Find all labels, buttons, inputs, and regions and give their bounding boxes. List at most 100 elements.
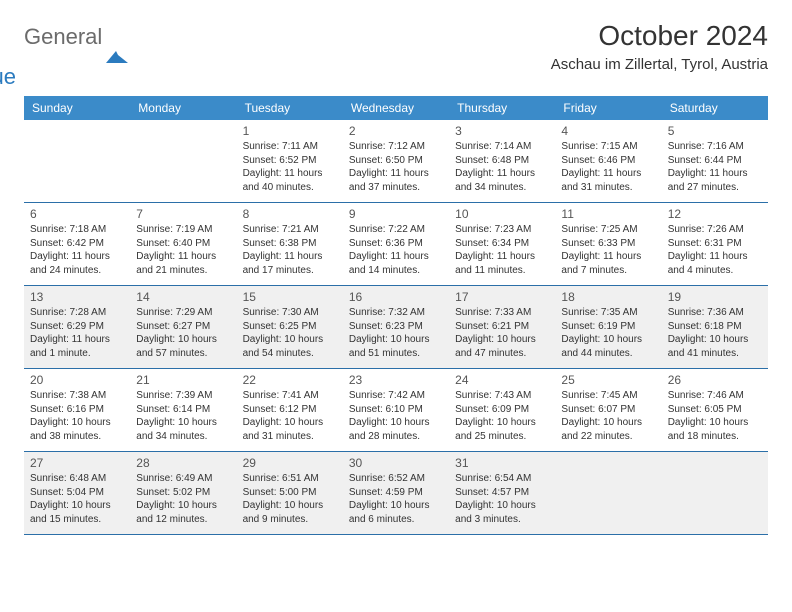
sunset-text: Sunset: 6:48 PM <box>455 154 549 168</box>
day-number: 29 <box>243 456 337 470</box>
sunset-text: Sunset: 6:09 PM <box>455 403 549 417</box>
day-number: 14 <box>136 290 230 304</box>
day-cell: 26 Sunrise: 7:46 AMSunset: 6:05 PMDayligh… <box>662 369 768 451</box>
sunrise-text: Sunrise: 6:52 AM <box>349 472 443 486</box>
day-info: Sunrise: 7:25 AMSunset: 6:33 PMDaylight:… <box>561 223 655 277</box>
day-number: 27 <box>30 456 124 470</box>
day-number: 9 <box>349 207 443 221</box>
sunset-text: Sunset: 5:02 PM <box>136 486 230 500</box>
day-cell: 24Sunrise: 7:43 AMSunset: 6:09 PMDayligh… <box>449 369 555 451</box>
sunrise-text: Sunrise: 7:11 AM <box>243 140 337 154</box>
day-info: Sunrise: 7:22 AMSunset: 6:36 PMDaylight:… <box>349 223 443 277</box>
day-info: Sunrise: 7:29 AMSunset: 6:27 PMDaylight:… <box>136 306 230 360</box>
sunset-text: Sunset: 6:19 PM <box>561 320 655 334</box>
daylight-text: Daylight: 11 hours and 31 minutes. <box>561 167 655 194</box>
sunrise-text: Sunrise: 7:38 AM <box>30 389 124 403</box>
sunset-text: Sunset: 6:29 PM <box>30 320 124 334</box>
day-info: Sunrise: 7:41 AMSunset: 6:12 PMDaylight:… <box>243 389 337 443</box>
sunset-text: Sunset: 6:42 PM <box>30 237 124 251</box>
sunset-text: Sunset: 6:14 PM <box>136 403 230 417</box>
sunrise-text: Sunrise: 6:51 AM <box>243 472 337 486</box>
day-number: 12 <box>668 207 762 221</box>
daylight-text: Daylight: 10 hours and 47 minutes. <box>455 333 549 360</box>
sunset-text: Sunset: 6:46 PM <box>561 154 655 168</box>
sunset-text: Sunset: 6:16 PM <box>30 403 124 417</box>
day-info: Sunrise: 6:51 AMSunset: 5:00 PMDaylight:… <box>243 472 337 526</box>
day-number: 1 <box>243 124 337 138</box>
daylight-text: Daylight: 10 hours and 51 minutes. <box>349 333 443 360</box>
sunset-text: Sunset: 6:44 PM <box>668 154 762 168</box>
daylight-text: Daylight: 11 hours and 34 minutes. <box>455 167 549 194</box>
day-number: 10 <box>455 207 549 221</box>
sunset-text: Sunset: 6:12 PM <box>243 403 337 417</box>
daylight-text: Daylight: 11 hours and 17 minutes. <box>243 250 337 277</box>
day-cell: 11 Sunrise: 7:25 AMSunset: 6:33 PMDayligh… <box>555 203 661 285</box>
day-number: 5 <box>668 124 762 138</box>
daylight-text: Daylight: 10 hours and 57 minutes. <box>136 333 230 360</box>
day-number: 15 <box>243 290 337 304</box>
day-cell: 12Sunrise: 7:26 AMSunset: 6:31 PMDayligh… <box>662 203 768 285</box>
weekday-header: Tuesday <box>237 96 343 120</box>
day-cell: 15 Sunrise: 7:30 AMSunset: 6:25 PMDayligh… <box>237 286 343 368</box>
header: General Blue October 2024 Aschau im Zill… <box>24 20 768 88</box>
daylight-text: Daylight: 11 hours and 24 minutes. <box>30 250 124 277</box>
sunset-text: Sunset: 6:18 PM <box>668 320 762 334</box>
day-cell: 25Sunrise: 7:45 AMSunset: 6:07 PMDayligh… <box>555 369 661 451</box>
day-number: 19 <box>668 290 762 304</box>
sunset-text: Sunset: 6:23 PM <box>349 320 443 334</box>
daylight-text: Daylight: 10 hours and 22 minutes. <box>561 416 655 443</box>
sunset-text: Sunset: 4:57 PM <box>455 486 549 500</box>
sunset-text: Sunset: 6:34 PM <box>455 237 549 251</box>
sunset-text: Sunset: 6:38 PM <box>243 237 337 251</box>
day-number: 3 <box>455 124 549 138</box>
sunrise-text: Sunrise: 7:16 AM <box>668 140 762 154</box>
day-number: 11 <box>561 207 655 221</box>
day-info: Sunrise: 7:39 AMSunset: 6:14 PMDaylight:… <box>136 389 230 443</box>
day-number: 20 <box>30 373 124 387</box>
sunset-text: Sunset: 6:05 PM <box>668 403 762 417</box>
sunset-text: Sunset: 6:21 PM <box>455 320 549 334</box>
daylight-text: Daylight: 10 hours and 38 minutes. <box>30 416 124 443</box>
week-row: 6Sunrise: 7:18 AMSunset: 6:42 PMDaylight… <box>24 203 768 286</box>
sunrise-text: Sunrise: 7:28 AM <box>30 306 124 320</box>
week-row: 13Sunrise: 7:28 AMSunset: 6:29 PMDayligh… <box>24 286 768 369</box>
day-number: 2 <box>349 124 443 138</box>
sunset-text: Sunset: 6:07 PM <box>561 403 655 417</box>
weekday-header-row: Sunday Monday Tuesday Wednesday Thursday… <box>24 96 768 120</box>
daylight-text: Daylight: 10 hours and 54 minutes. <box>243 333 337 360</box>
day-cell: 13Sunrise: 7:28 AMSunset: 6:29 PMDayligh… <box>24 286 130 368</box>
day-number: 17 <box>455 290 549 304</box>
day-number: 8 <box>243 207 337 221</box>
sunrise-text: Sunrise: 7:36 AM <box>668 306 762 320</box>
day-info: Sunrise: 7:36 AMSunset: 6:18 PMDaylight:… <box>668 306 762 360</box>
day-info: Sunrise: 7:46 AMSunset: 6:05 PMDaylight:… <box>668 389 762 443</box>
day-cell: 27Sunrise: 6:48 AMSunset: 5:04 PMDayligh… <box>24 452 130 534</box>
day-number: 6 <box>30 207 124 221</box>
day-info: Sunrise: 7:30 AMSunset: 6:25 PMDaylight:… <box>243 306 337 360</box>
day-number: 28 <box>136 456 230 470</box>
day-number: 31 <box>455 456 549 470</box>
daylight-text: Daylight: 10 hours and 31 minutes. <box>243 416 337 443</box>
day-cell <box>555 452 661 534</box>
day-cell: 1 Sunrise: 7:11 AMSunset: 6:52 PMDaylight… <box>237 120 343 202</box>
day-info: Sunrise: 7:11 AMSunset: 6:52 PMDaylight:… <box>243 140 337 194</box>
daylight-text: Daylight: 10 hours and 44 minutes. <box>561 333 655 360</box>
day-cell: 30Sunrise: 6:52 AMSunset: 4:59 PMDayligh… <box>343 452 449 534</box>
location-label: Aschau im Zillertal, Tyrol, Austria <box>551 56 768 73</box>
day-number: 23 <box>349 373 443 387</box>
sunrise-text: Sunrise: 7:12 AM <box>349 140 443 154</box>
brand-logo: General Blue <box>24 20 128 88</box>
sunset-text: Sunset: 4:59 PM <box>349 486 443 500</box>
sunset-text: Sunset: 6:33 PM <box>561 237 655 251</box>
brand-name-gray: General <box>24 26 102 48</box>
sunset-text: Sunset: 5:04 PM <box>30 486 124 500</box>
day-cell: 21Sunrise: 7:39 AMSunset: 6:14 PMDayligh… <box>130 369 236 451</box>
week-row: 20Sunrise: 7:38 AMSunset: 6:16 PMDayligh… <box>24 369 768 452</box>
daylight-text: Daylight: 10 hours and 18 minutes. <box>668 416 762 443</box>
day-number: 4 <box>561 124 655 138</box>
day-number: 26 <box>668 373 762 387</box>
sunrise-text: Sunrise: 7:26 AM <box>668 223 762 237</box>
day-info: Sunrise: 7:38 AMSunset: 6:16 PMDaylight:… <box>30 389 124 443</box>
sunrise-text: Sunrise: 7:22 AM <box>349 223 443 237</box>
daylight-text: Daylight: 10 hours and 28 minutes. <box>349 416 443 443</box>
